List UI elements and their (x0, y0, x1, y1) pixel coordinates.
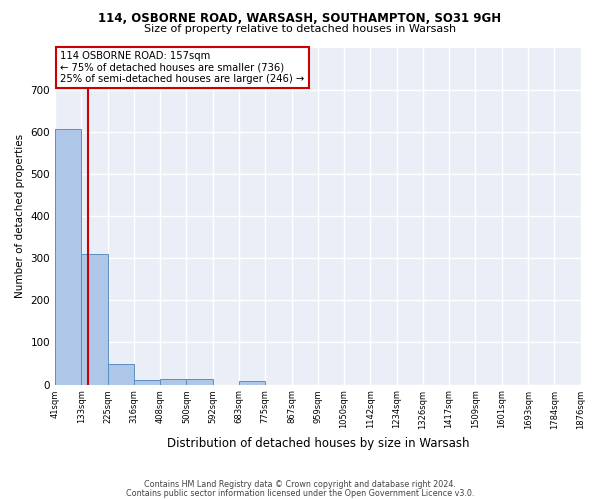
Y-axis label: Number of detached properties: Number of detached properties (15, 134, 25, 298)
X-axis label: Distribution of detached houses by size in Warsash: Distribution of detached houses by size … (167, 437, 469, 450)
Bar (160, 379, 187, 384)
Bar (55, 129, 82, 384)
Bar (239, 381, 265, 384)
Bar (134, 380, 160, 384)
Text: 114, OSBORNE ROAD, WARSASH, SOUTHAMPTON, SO31 9GH: 114, OSBORNE ROAD, WARSASH, SOUTHAMPTON,… (98, 12, 502, 26)
Bar (187, 379, 213, 384)
Text: Size of property relative to detached houses in Warsash: Size of property relative to detached ho… (144, 24, 456, 34)
Text: Contains HM Land Registry data © Crown copyright and database right 2024.: Contains HM Land Registry data © Crown c… (144, 480, 456, 489)
Text: Contains public sector information licensed under the Open Government Licence v3: Contains public sector information licen… (126, 488, 474, 498)
Bar (108, 364, 134, 384)
Bar (82, 254, 108, 384)
Text: 114 OSBORNE ROAD: 157sqm
← 75% of detached houses are smaller (736)
25% of semi-: 114 OSBORNE ROAD: 157sqm ← 75% of detach… (60, 51, 305, 84)
